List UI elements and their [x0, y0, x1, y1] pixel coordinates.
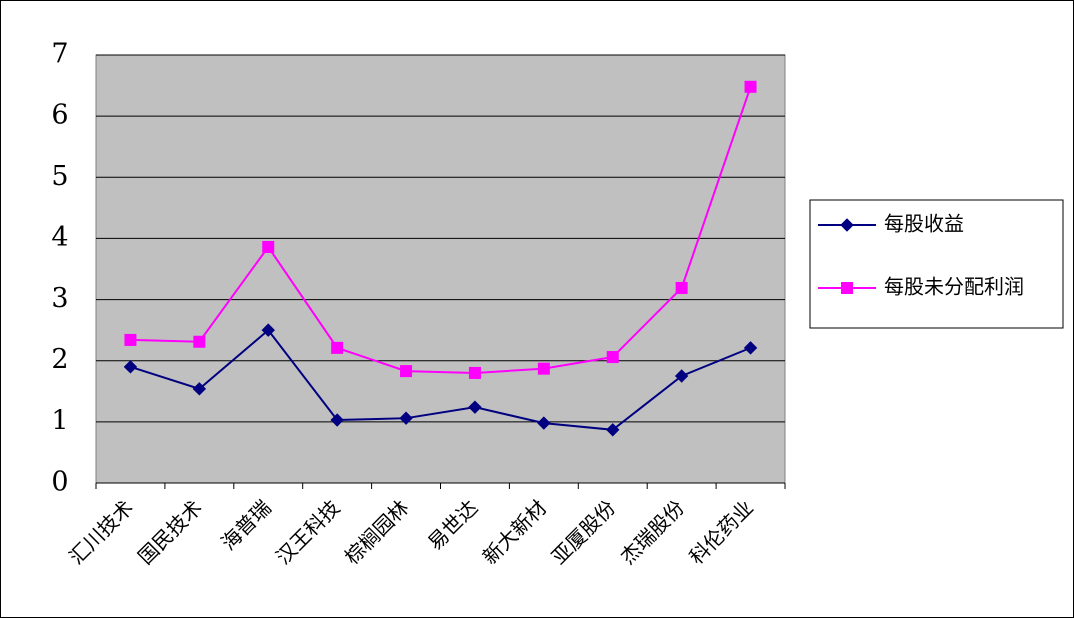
x-tick-label: 海普瑞 [216, 495, 275, 554]
x-tick-label: 科伦药业 [684, 495, 758, 569]
y-tick-label: 1 [51, 405, 68, 436]
point [674, 369, 689, 383]
point [261, 323, 275, 337]
point [331, 341, 344, 354]
point [468, 400, 482, 414]
x-tick-label: 汇川技术 [64, 495, 138, 569]
y-tick-label: 0 [51, 467, 68, 498]
y-tick-label: 3 [51, 283, 68, 314]
point [262, 240, 275, 253]
point [537, 362, 550, 375]
x-tick-label: 汉王科技 [271, 495, 345, 569]
point [399, 411, 413, 425]
plot-area [95, 54, 786, 484]
y-tick-label: 4 [51, 222, 68, 253]
point [123, 360, 138, 374]
x-tick-label: 亚厦股份 [547, 495, 621, 569]
point [743, 341, 758, 355]
x-tick-label: 易世达 [423, 495, 482, 554]
series-line [130, 328, 751, 431]
legend [809, 199, 1064, 329]
y-tick-label: 7 [51, 39, 68, 70]
x-tick-label: 国民技术 [133, 495, 207, 569]
y-tick-label: 6 [51, 100, 68, 131]
point [841, 282, 853, 294]
legend-label: 每股未分配利润 [884, 275, 1024, 299]
point [400, 365, 413, 378]
point [537, 416, 551, 430]
legend-box [809, 199, 1064, 329]
y-tick-label: 5 [51, 161, 68, 192]
point [330, 413, 344, 427]
y-tick-label: 2 [51, 344, 68, 375]
point [606, 423, 620, 437]
x-tick-label: 棕榈园林 [340, 495, 414, 569]
point [675, 281, 688, 294]
x-tick-label: 新大新材 [478, 495, 552, 569]
point [192, 382, 207, 396]
point [468, 366, 481, 379]
point [744, 80, 757, 93]
point [124, 333, 137, 346]
legend-label: 每股收益 [884, 212, 964, 236]
point [606, 351, 619, 364]
point [840, 218, 854, 232]
point [193, 335, 206, 348]
x-tick-label: 杰瑞股份 [616, 495, 690, 569]
series-line [130, 86, 752, 374]
